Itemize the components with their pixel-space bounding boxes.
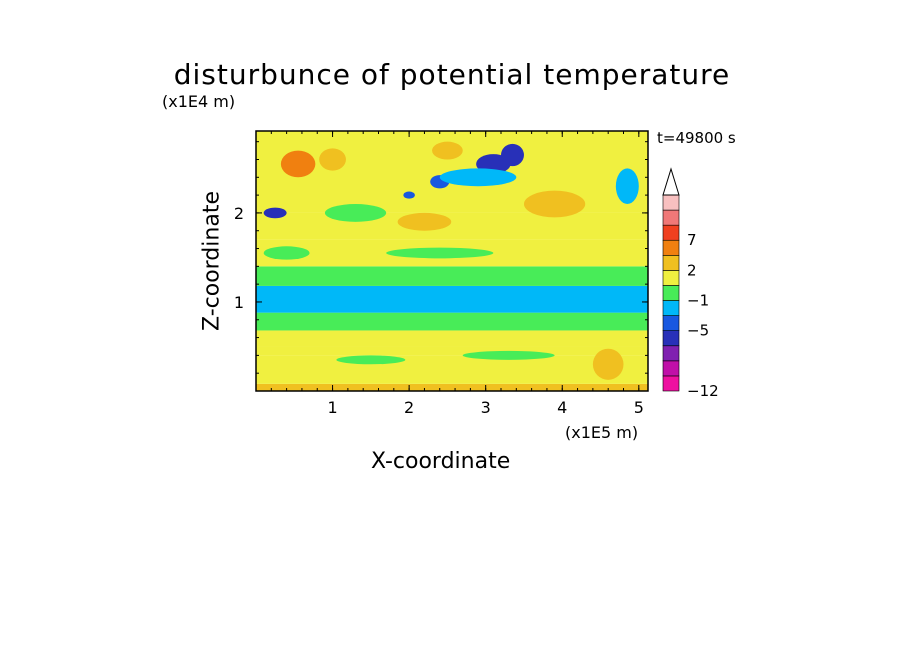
colorbar-extension: [663, 169, 679, 195]
colorbar-bin: [663, 316, 679, 331]
heatmap-feature: [386, 248, 493, 259]
heatmap-feature: [281, 151, 315, 178]
colorbar-bin: [663, 270, 679, 285]
heatmap-band: [256, 266, 648, 286]
heatmap-band: [256, 213, 648, 240]
colorbar-bin: [663, 376, 679, 391]
heatmap-feature: [593, 349, 624, 380]
heatmap-band: [256, 313, 648, 331]
heatmap-band: [256, 346, 648, 355]
colorbar: 7 2 −1 −5 −12: [663, 169, 719, 400]
heatmap-band: [256, 384, 648, 391]
heatmap-feature: [524, 191, 585, 218]
heatmap-band: [256, 330, 648, 346]
heatmap-feature: [463, 351, 555, 360]
x-tick-label: 2: [404, 398, 414, 417]
colorbar-bin: [663, 210, 679, 225]
heatmap-feature: [319, 148, 346, 170]
heatmap-feature: [440, 168, 517, 186]
plot-area: [256, 131, 648, 391]
colorbar-tick-label: −5: [687, 322, 709, 340]
heatmap-feature: [264, 208, 287, 219]
heatmap-feature: [403, 192, 414, 199]
x-tick-label: 5: [634, 398, 644, 417]
colorbar-bin: [663, 225, 679, 240]
heatmap-band: [256, 286, 648, 313]
colorbar-bin: [663, 301, 679, 316]
heatmap-feature: [501, 144, 524, 166]
colorbar-tick-label: −1: [687, 292, 709, 310]
heatmap-feature: [616, 168, 639, 204]
colorbar-bin: [663, 255, 679, 270]
x-tick-label: 4: [557, 398, 567, 417]
heatmap-feature: [336, 355, 405, 364]
colorbar-tick-label: 7: [687, 231, 697, 249]
x-tick-label: 1: [327, 398, 337, 417]
heatmap-feature: [432, 142, 463, 160]
colorbar-bin: [663, 195, 679, 210]
y-tick-label: 2: [234, 204, 244, 223]
colorbar-bin: [663, 240, 679, 255]
colorbar-bin: [663, 331, 679, 346]
colorbar-bin: [663, 346, 679, 361]
colorbar-tick-label: −12: [687, 382, 719, 400]
heatmap-feature: [264, 246, 310, 259]
y-tick-label: 1: [234, 293, 244, 312]
colorbar-tick-label: 2: [687, 261, 697, 279]
x-tick-label: 3: [481, 398, 491, 417]
heatmap-feature: [398, 213, 452, 231]
colorbar-bin: [663, 285, 679, 300]
heatmap-band: [256, 355, 648, 383]
colorbar-bin: [663, 361, 679, 376]
heatmap-feature: [325, 204, 386, 222]
heatmap-field: [256, 131, 648, 391]
